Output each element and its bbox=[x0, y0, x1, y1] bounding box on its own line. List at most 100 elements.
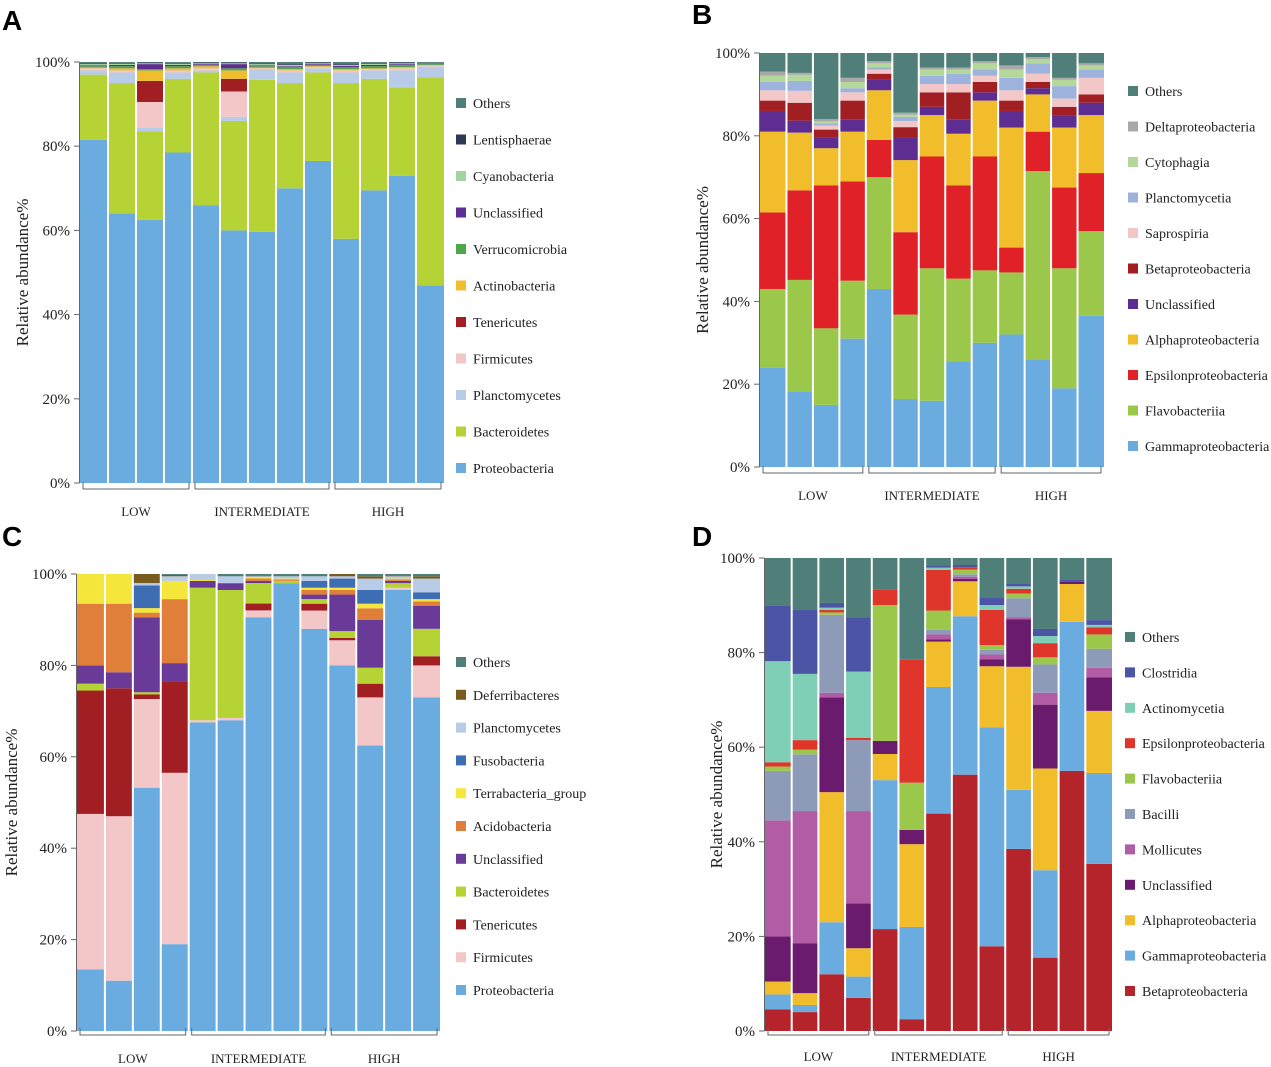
legend-label: Alphaproteobacteria bbox=[1142, 914, 1257, 929]
bar-segment-flavobacteriia bbox=[865, 177, 893, 289]
bar-segment-epsilonproteobacteria bbox=[925, 569, 952, 611]
bar-segment-firmicutes bbox=[300, 610, 329, 629]
bar-segment-unclassified bbox=[865, 79, 893, 91]
group-label: LOW bbox=[798, 488, 828, 503]
bar-segment-cytophagia bbox=[998, 69, 1025, 78]
legend-label: Lentisphaerae bbox=[473, 134, 552, 149]
bar-segment-mollicutes bbox=[1085, 667, 1112, 678]
bar-segment-gammaproteobacteria bbox=[818, 922, 846, 975]
bar-segment-alphaproteobacteria bbox=[760, 131, 787, 213]
bar-segment-proteobacteria bbox=[248, 231, 276, 483]
bar-segment-cytophagia bbox=[892, 114, 919, 117]
legend-swatch bbox=[1128, 192, 1138, 203]
bar-segment-planctomycetes bbox=[244, 576, 273, 578]
bar-segment-unclassified bbox=[945, 119, 972, 134]
bar-segment-epsilonproteobacteria bbox=[765, 762, 792, 767]
bar-segment-epsilonproteobacteria bbox=[918, 156, 946, 269]
bar-segment-proteobacteria bbox=[104, 980, 133, 1031]
legend-swatch bbox=[456, 853, 466, 864]
bar-segment-flavobacteriia bbox=[760, 288, 787, 368]
bar-segment-deferribacteres bbox=[132, 574, 161, 584]
legend-label: Others bbox=[473, 97, 510, 112]
bar-segment-alphaproteobacteria bbox=[1077, 115, 1104, 174]
bar-segment-betaproteobacteria bbox=[971, 81, 999, 93]
bar-segment-deltaproteobacteria bbox=[892, 112, 919, 115]
bar-segment-others bbox=[925, 558, 952, 566]
bar-segment-others bbox=[1024, 53, 1052, 58]
bar-segment-deltaproteobacteria bbox=[998, 65, 1025, 70]
bar-segment-cytophagia bbox=[760, 75, 787, 82]
bar-segment-unclassified bbox=[1051, 115, 1078, 128]
bar-segment-terrabacteria-group bbox=[160, 580, 189, 600]
y-tick-label: 40% bbox=[728, 835, 756, 851]
legend-label: Verrucomicrobia bbox=[473, 243, 568, 258]
bar-segment-others bbox=[898, 558, 926, 660]
bar-segment-others bbox=[80, 62, 108, 64]
bar-segment-planctomycetia bbox=[1024, 63, 1052, 74]
bar-segment-alphaproteobacteria bbox=[871, 753, 899, 781]
bar-segment-acidobacteria bbox=[356, 608, 385, 620]
legend-label: Deferribacteres bbox=[473, 689, 559, 704]
bar-segment-epsilonproteobacteria bbox=[818, 610, 846, 613]
bar-segment-unclassified bbox=[412, 605, 440, 629]
bar-segment-others bbox=[812, 53, 840, 120]
bar-segment-actinobacteria bbox=[136, 70, 164, 81]
bar-segment-saprospiria bbox=[865, 69, 893, 74]
bar-segment-firmicutes bbox=[244, 610, 273, 618]
bar-segment-epsilonproteobacteria bbox=[978, 609, 1006, 646]
bar-segment-gammaproteobacteria bbox=[786, 391, 813, 467]
bar-segment-others bbox=[164, 62, 192, 63]
bar-segment-tenericutes bbox=[160, 681, 189, 773]
bar-segment-unclassified bbox=[951, 578, 979, 582]
bar-segment-others bbox=[356, 574, 385, 577]
legend-swatch bbox=[1125, 667, 1135, 678]
bar-segment-actinomycetia bbox=[925, 567, 952, 570]
bar-segment-flavobacteriia bbox=[1085, 634, 1112, 649]
bar-segment-betaproteobacteria bbox=[812, 129, 840, 138]
bar-segment-unclassified bbox=[416, 63, 444, 65]
bar-segment-unclassified bbox=[164, 64, 192, 67]
bar-segment-unclassified bbox=[892, 137, 919, 161]
bar-segment-flavobacteriia bbox=[1031, 657, 1059, 665]
legend-label: Actinobacteria bbox=[473, 280, 556, 295]
y-axis-label: Relative abundance% bbox=[693, 186, 712, 334]
y-tick-label: 60% bbox=[723, 212, 751, 228]
bar-segment-others bbox=[971, 53, 999, 62]
bar-segment-clostridia bbox=[1005, 584, 1032, 587]
bar-segment-epsilonproteobacteria bbox=[892, 232, 919, 315]
bar-segment-betaproteobacteria bbox=[1051, 106, 1078, 116]
bar-segment-actinobacteria bbox=[164, 68, 192, 71]
legend-label: Flavobacteriia bbox=[1142, 773, 1223, 788]
bar-segment-bacilli bbox=[1031, 664, 1059, 693]
bar-segment-epsilonproteobacteria bbox=[786, 190, 813, 280]
bar-segment-lentisphaerae bbox=[136, 62, 164, 64]
bar-segment-cytophagia bbox=[839, 81, 866, 89]
bar-segment-unclassified bbox=[839, 119, 866, 132]
bar-segment-bacteroidetes bbox=[412, 628, 440, 657]
bar-segment-bacilli bbox=[951, 574, 979, 577]
bar-segment-actinobacteria bbox=[304, 66, 332, 68]
bar-segment-proteobacteria bbox=[300, 628, 329, 1031]
bar-segment-cytophagia bbox=[918, 69, 946, 76]
bar-segment-others bbox=[244, 574, 273, 576]
bar-segment-actinobacteria bbox=[388, 67, 416, 69]
bar-segment-others bbox=[300, 574, 329, 577]
legend-label: Planctomycetes bbox=[473, 722, 561, 737]
bar-segment-alphaproteobacteria bbox=[845, 948, 872, 977]
bar-segment-firmicutes bbox=[356, 697, 385, 746]
bar-segment-clostridia bbox=[978, 598, 1006, 606]
legend-swatch bbox=[1128, 370, 1138, 380]
y-tick-label: 60% bbox=[43, 223, 71, 239]
bar-segment-alphaproteobacteria bbox=[1085, 710, 1112, 773]
bar-segment-unclassified bbox=[304, 64, 332, 65]
bar-segment-planctomycetia bbox=[945, 73, 972, 85]
legend-swatch bbox=[456, 390, 466, 400]
legend-label: Terrabacteria_group bbox=[473, 787, 586, 802]
legend-swatch bbox=[1125, 809, 1135, 819]
bar-segment-gammaproteobacteria bbox=[839, 338, 866, 467]
bar-segment-unclassified bbox=[998, 110, 1025, 128]
bar-segment-planctomycetes bbox=[80, 70, 108, 75]
bar-segment-others bbox=[786, 53, 813, 73]
bar-segment-alphaproteobacteria bbox=[978, 666, 1006, 728]
bar-segment-actinobacteria bbox=[248, 67, 276, 69]
